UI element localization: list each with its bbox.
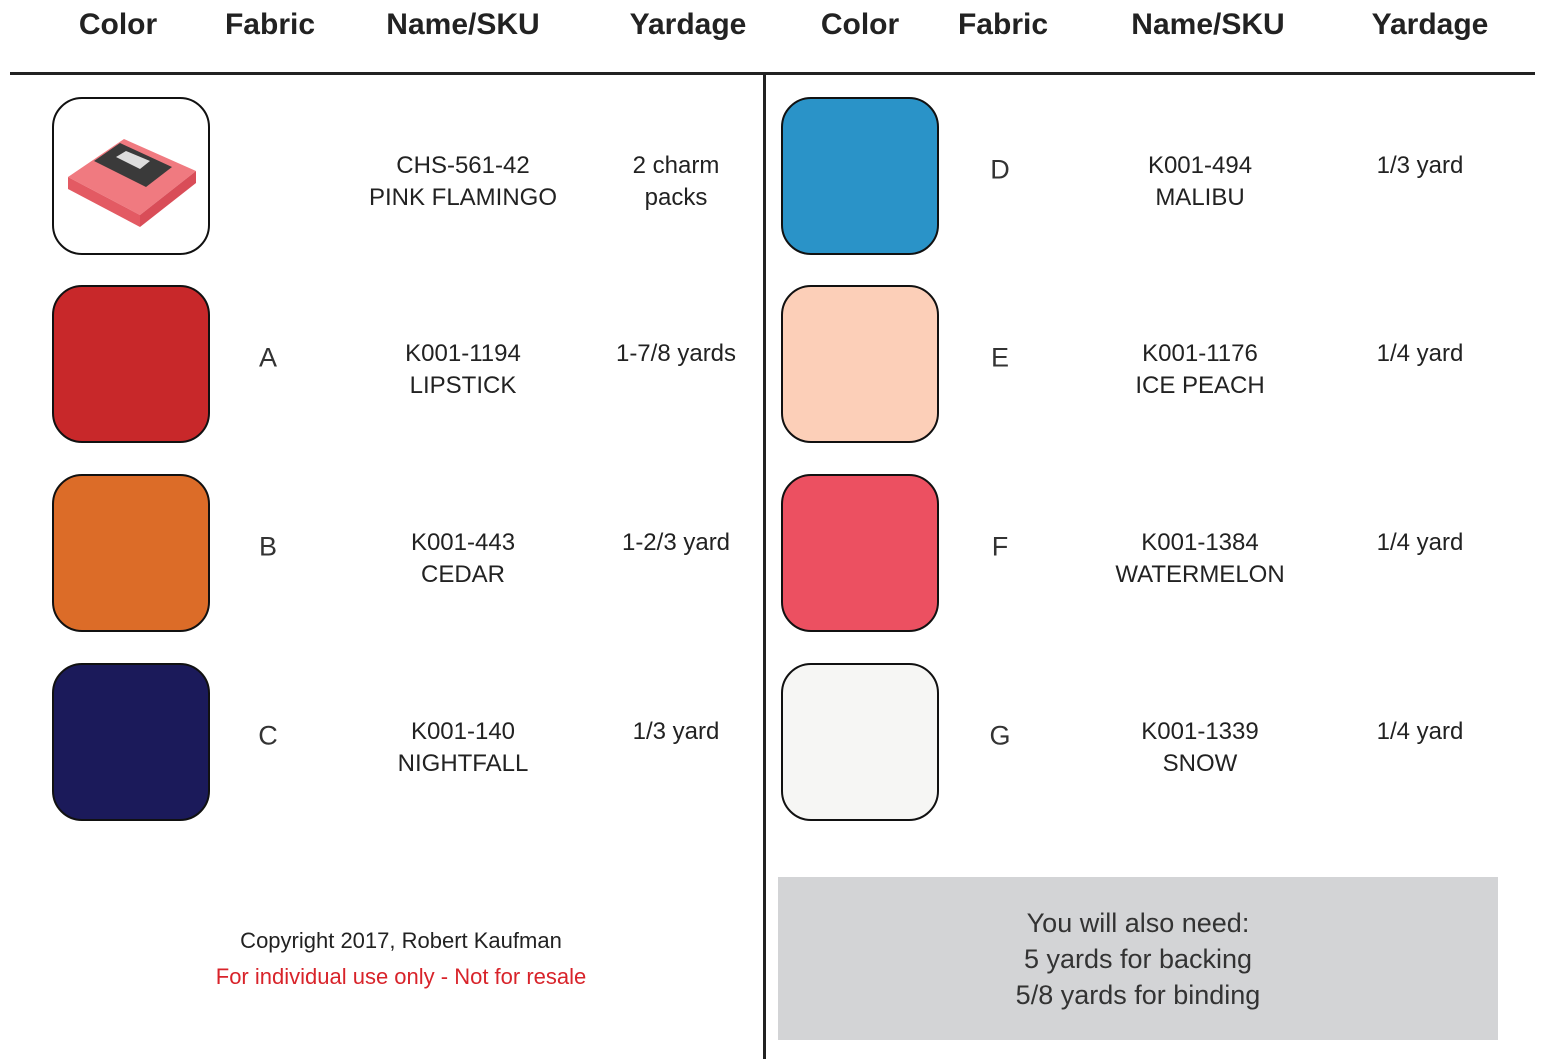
fabric-letter: D [990, 154, 1010, 185]
sku: K001-494 [1147, 152, 1253, 179]
column-header: Fabric [224, 8, 316, 41]
fabric-letter: F [991, 531, 1009, 562]
fabric-swatch [52, 663, 210, 821]
yardage: 2 charm packs [632, 152, 720, 211]
fabric-name: SNOW [1162, 750, 1238, 777]
name-sku: K001-494 MALIBU [1148, 150, 1252, 214]
fabric-swatch [52, 97, 210, 255]
note-line: 5 yards for backing [1023, 944, 1253, 974]
note-line: You will also need: [1026, 908, 1250, 938]
fabric-swatch [781, 97, 939, 255]
sku: K001-140 [410, 718, 516, 745]
fabric-swatch [52, 474, 210, 632]
fabric-name: MALIBU [1155, 184, 1245, 211]
fabric-name: LIPSTICK [409, 372, 517, 399]
sku: K001-1339 [1141, 718, 1259, 745]
yardage: 1-2/3 yard [621, 529, 731, 556]
notes-box: You will also need: 5 yards for backing 5/… [778, 877, 1498, 1040]
name-sku: K001-140 NIGHTFALL [398, 716, 529, 780]
fabric-name: NIGHTFALL [397, 750, 529, 777]
name-sku: K001-1176 ICE PEACH [1135, 338, 1264, 402]
yardage: 1/4 yard [1376, 340, 1464, 367]
fabric-swatch [781, 474, 939, 632]
fabric-swatch [52, 285, 210, 443]
copyright: Copyright 2017, Robert Kaufman [240, 928, 562, 953]
yardage: 1/3 yard [1376, 152, 1464, 179]
fabric-letter: A [258, 342, 278, 373]
fabric-name: CEDAR [420, 561, 505, 588]
fabric-letter: E [990, 342, 1010, 373]
column-divider [763, 74, 766, 1059]
fabric-name: WATERMELON [1115, 561, 1285, 588]
name-sku: K001-1384 WATERMELON [1115, 527, 1284, 591]
sku: CHS-561-42 [396, 152, 530, 179]
column-header: Yardage [1371, 8, 1489, 41]
fabric-letter: G [989, 720, 1011, 751]
yardage: 1/4 yard [1376, 718, 1464, 745]
fabric-swatch [781, 663, 939, 821]
sku: K001-443 [410, 529, 516, 556]
charm-pack-image [68, 139, 196, 227]
fabric-swatch [781, 285, 939, 443]
fabric-letter: B [258, 531, 278, 562]
note-line: 5/8 yards for binding [1015, 980, 1261, 1010]
name-sku: K001-1339 SNOW [1141, 716, 1258, 780]
yardage: 1/3 yard [632, 718, 720, 745]
header-rule [10, 72, 1535, 75]
fabric-name: PINK FLAMINGO [368, 184, 558, 211]
name-sku: K001-1194 LIPSTICK [405, 338, 521, 402]
yardage: 1-7/8 yards [615, 340, 737, 367]
column-header: Color [820, 8, 900, 41]
sku: K001-1176 [1142, 340, 1258, 367]
name-sku: K001-443 CEDAR [411, 527, 515, 591]
column-header: Fabric [957, 8, 1049, 41]
column-header: Color [78, 8, 158, 41]
fabric-letter: C [258, 720, 278, 751]
column-header: Yardage [629, 8, 747, 41]
column-header: Name/SKU [386, 8, 540, 41]
fabric-name: ICE PEACH [1135, 372, 1265, 399]
sku: K001-1384 [1141, 529, 1259, 556]
yardage: 1/4 yard [1376, 529, 1464, 556]
name-sku: CHS-561-42 PINK FLAMINGO [369, 150, 557, 214]
usage-notice: For individual use only - Not for resale [215, 964, 587, 989]
notes-text: You will also need: 5 yards for backing 5/… [778, 877, 1498, 1013]
column-header: Name/SKU [1131, 8, 1285, 41]
sku: K001-1194 [405, 340, 521, 367]
